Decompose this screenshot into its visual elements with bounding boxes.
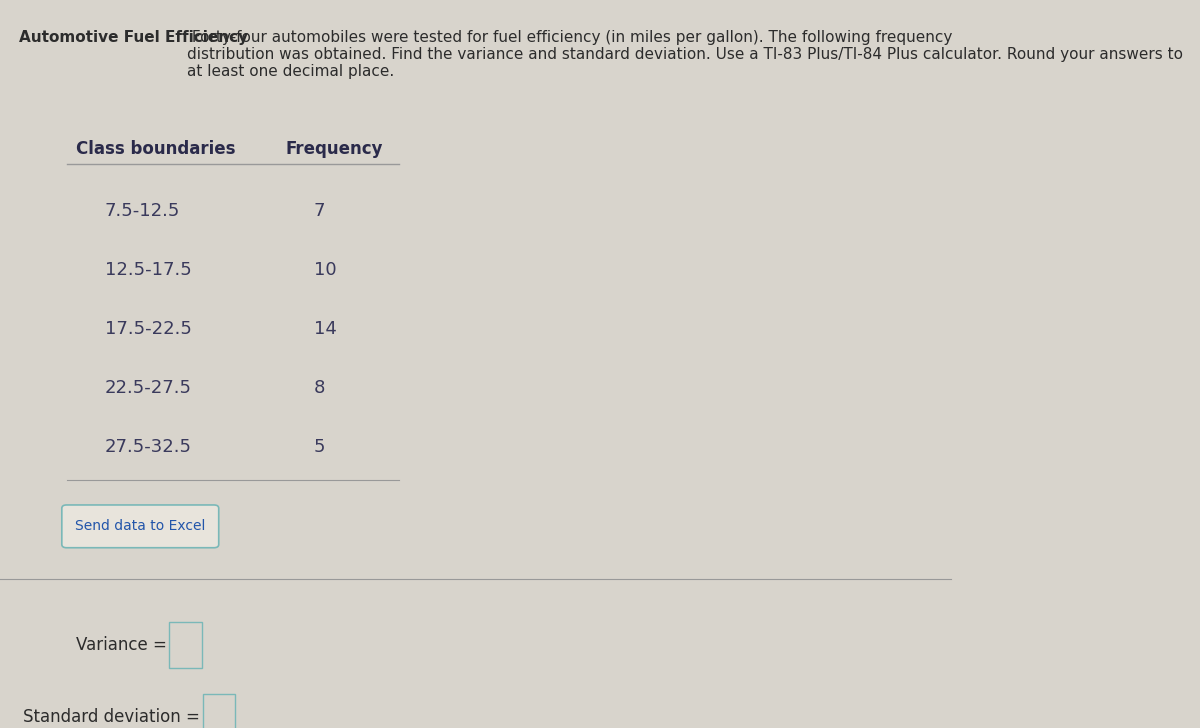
Text: 10: 10 xyxy=(314,261,336,279)
FancyBboxPatch shape xyxy=(203,694,235,728)
Text: 8: 8 xyxy=(314,379,325,397)
Text: Automotive Fuel Efficiency: Automotive Fuel Efficiency xyxy=(19,30,248,44)
FancyBboxPatch shape xyxy=(169,622,202,668)
Text: 14: 14 xyxy=(314,320,337,338)
Text: Class boundaries: Class boundaries xyxy=(76,140,235,158)
Text: Forty-four automobiles were tested for fuel efficiency (in miles per gallon). Th: Forty-four automobiles were tested for f… xyxy=(187,30,1183,79)
Text: Frequency: Frequency xyxy=(286,140,383,158)
Text: 17.5-22.5: 17.5-22.5 xyxy=(104,320,192,338)
Text: 7.5-12.5: 7.5-12.5 xyxy=(104,202,180,220)
Text: 7: 7 xyxy=(314,202,325,220)
Text: 12.5-17.5: 12.5-17.5 xyxy=(104,261,191,279)
Text: 22.5-27.5: 22.5-27.5 xyxy=(104,379,192,397)
Text: Variance =: Variance = xyxy=(76,636,167,654)
Text: 27.5-32.5: 27.5-32.5 xyxy=(104,438,192,456)
FancyBboxPatch shape xyxy=(62,505,218,547)
Text: Standard deviation =: Standard deviation = xyxy=(23,708,199,726)
Text: Send data to Excel: Send data to Excel xyxy=(76,519,205,534)
Text: 5: 5 xyxy=(314,438,325,456)
